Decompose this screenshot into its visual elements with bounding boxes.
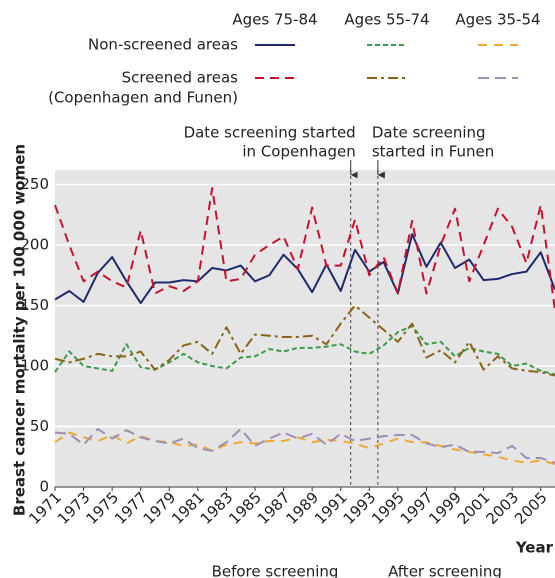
y-tick-label: 200	[20, 236, 49, 254]
x-tick-label: 1973	[54, 488, 94, 528]
x-tick-label: 1979	[140, 488, 180, 528]
period-label: After screening	[388, 563, 502, 578]
x-tick-label: 1987	[254, 488, 294, 528]
x-tick-label: 1999	[425, 488, 465, 528]
plot-background	[55, 170, 555, 487]
x-tick-label: 1983	[197, 488, 237, 528]
x-tick-label: 2003	[482, 488, 522, 528]
x-tick-label: 1989	[282, 488, 322, 528]
series-line	[54, 233, 555, 305]
legend-row: Non-screened areas	[88, 36, 238, 54]
legend-column: Ages 55-74	[344, 11, 429, 29]
x-tick-label: 1977	[111, 488, 151, 528]
legend-column: Ages 75-84	[232, 11, 317, 29]
x-tick-label: 1985	[225, 488, 265, 528]
legend-column: Ages 35-54	[455, 11, 540, 29]
annotation: Date screening	[372, 124, 486, 142]
y-tick-label: 50	[30, 417, 49, 435]
series-line	[54, 431, 555, 465]
period-label: Before screening	[212, 563, 339, 578]
x-tick-label: 2001	[454, 488, 494, 528]
x-tick-label: 1993	[340, 488, 380, 528]
x-tick-label: 1981	[168, 488, 208, 528]
x-axis-label: Year	[515, 539, 554, 557]
legend-row: Screened areas	[122, 69, 239, 87]
y-tick-label: 100	[20, 357, 49, 375]
x-tick-label: 1975	[82, 488, 122, 528]
y-tick-label: 150	[20, 296, 49, 314]
x-tick-label: 1991	[311, 488, 351, 528]
x-tick-label: 1995	[368, 488, 408, 528]
x-tick-label: 2005	[511, 488, 551, 528]
annotation: Date screening started	[184, 124, 356, 142]
annotation: started in Funen	[372, 143, 494, 161]
annotation: in Copenhagen	[242, 143, 355, 161]
x-tick-label: 1997	[397, 488, 437, 528]
y-axis-label: Breast cancer mortality per 100 000 wome…	[11, 144, 29, 516]
y-tick-label: 250	[20, 175, 49, 193]
legend-row: (Copenhagen and Funen)	[48, 89, 238, 107]
series-line	[54, 427, 555, 464]
y-tick-label: 0	[39, 478, 49, 496]
series-line	[54, 304, 555, 377]
x-tick-label: 1971	[25, 488, 65, 528]
series-line	[54, 187, 555, 311]
